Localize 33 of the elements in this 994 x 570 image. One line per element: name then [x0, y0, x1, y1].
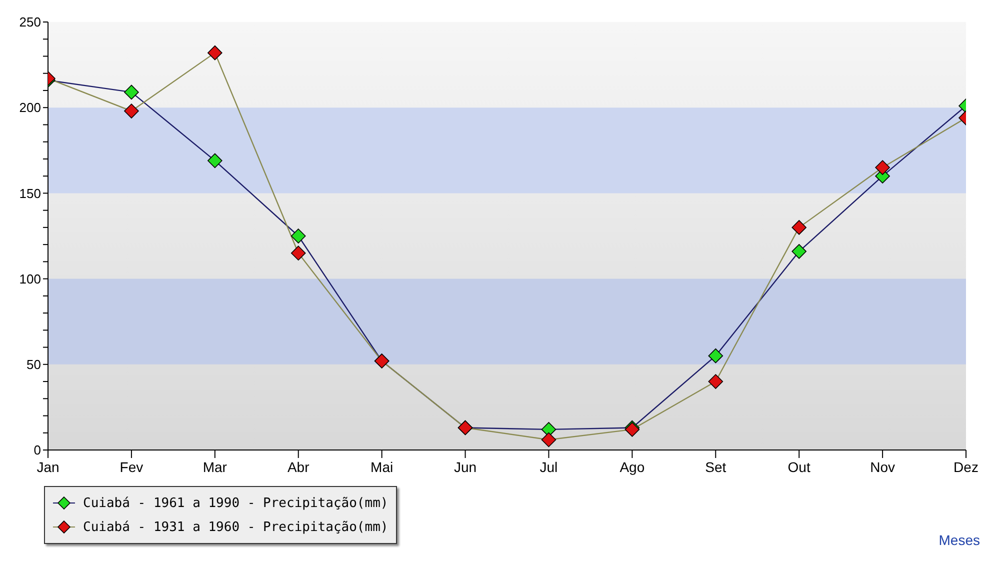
legend-label: Cuiabá - 1961 a 1990 - Precipitação(mm): [83, 496, 388, 510]
x-tick-label: Jul: [540, 458, 558, 475]
point: [124, 104, 139, 118]
point: [792, 220, 806, 235]
x-tick-label: Mai: [370, 458, 394, 475]
x-tick-label: Nov: [870, 458, 895, 475]
point: [208, 45, 222, 60]
point: [541, 432, 556, 448]
x-tick-label: Set: [705, 458, 726, 475]
x-tick-label: Dez: [954, 458, 978, 475]
point: [208, 153, 222, 168]
legend-label: Cuiabá - 1931 a 1960 - Precipitação(mm): [83, 520, 388, 534]
point: [708, 374, 724, 389]
x-tick-label: Mar: [202, 458, 228, 475]
y-tick-label: 250: [19, 14, 41, 30]
y-tick-label: 150: [19, 186, 41, 201]
point: [124, 84, 139, 100]
x-tick-label: Ago: [620, 458, 645, 475]
point: [792, 244, 806, 259]
x-axis-title: Meses: [938, 532, 980, 548]
x-tick-label: Out: [788, 458, 810, 475]
x-tick-label: Fev: [120, 458, 144, 475]
point: [290, 246, 306, 261]
y-tick-label: 100: [19, 271, 41, 286]
point: [875, 160, 890, 175]
y-tick-label: 50: [26, 357, 41, 372]
x-tick-label: Jan: [36, 458, 60, 475]
y-tick-label: 200: [19, 100, 41, 116]
point: [708, 348, 724, 364]
x-tick-label: Abr: [287, 458, 310, 475]
point: [290, 228, 306, 244]
x-tick-label: Jun: [454, 458, 477, 475]
y-tick-label: 0: [34, 442, 41, 458]
